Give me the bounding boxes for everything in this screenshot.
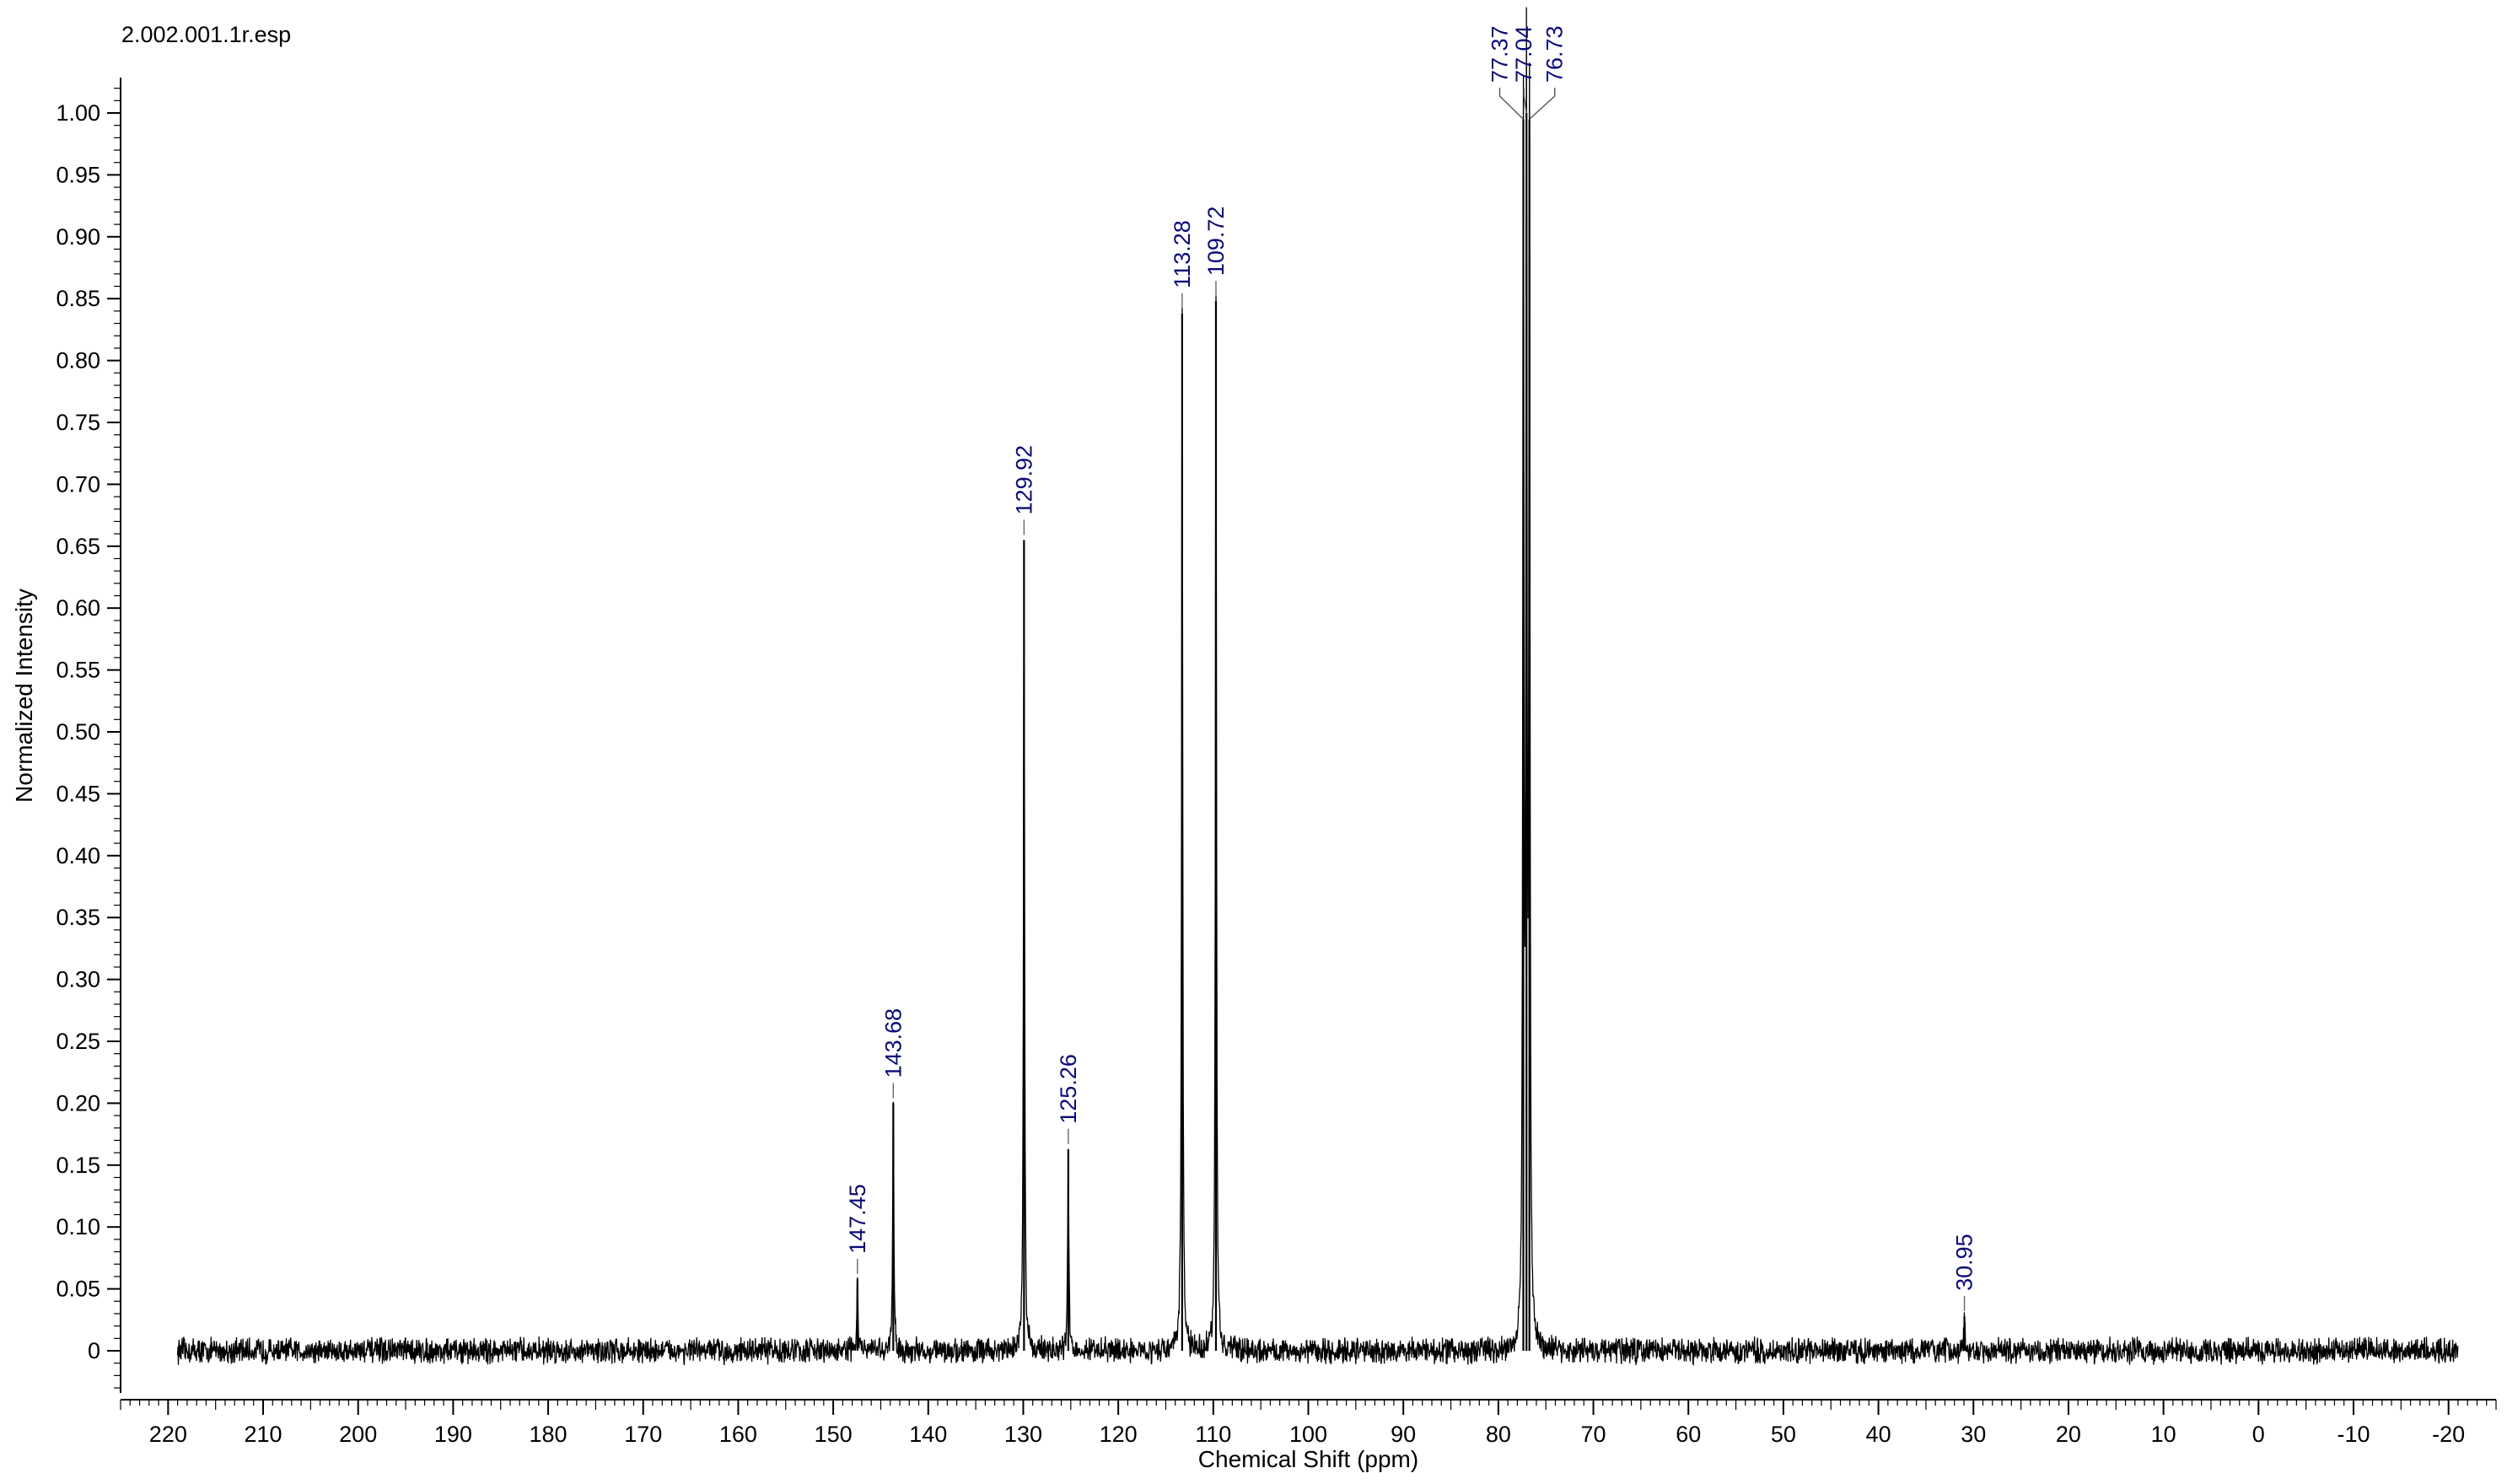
y-axis: 0 0.05 0.10 0.15 0.20 0.25 0.30 0.35 0.40 0.45 0.5… — [56, 78, 121, 1393]
y-tick-label: 0.50 — [56, 719, 100, 745]
peak-label: 77.37 — [1487, 25, 1512, 83]
peak-label: 109.72 — [1203, 207, 1229, 277]
x-tick-label: 90 — [1391, 1422, 1416, 1447]
y-tick-label: 0.60 — [56, 595, 100, 621]
x-tick-label: 220 — [149, 1422, 187, 1447]
y-tick-label: 0.70 — [56, 471, 100, 497]
file-title: 2.002.001.1r.esp — [121, 22, 291, 47]
peak-labels: 147.45 143.68 129.92 125.26 113.28 109.72 77.3… — [845, 25, 1977, 1311]
y-tick-label: 0.65 — [56, 534, 100, 559]
peak-label: 76.73 — [1542, 25, 1568, 83]
y-tick-label: 0.05 — [56, 1277, 100, 1302]
x-axis: 220 210 200 190 180 170 160 150 140 130 120 110 100 9… — [120, 1399, 2497, 1447]
x-tick-label: 140 — [909, 1422, 947, 1447]
x-tick-label: 30 — [1961, 1422, 1986, 1447]
y-tick-label: 0.80 — [56, 348, 100, 374]
x-tick-label: 200 — [339, 1422, 377, 1447]
x-tick-label: -10 — [2337, 1422, 2370, 1447]
spectrum-line — [176, 7, 2459, 1367]
peak-label: 113.28 — [1170, 220, 1195, 288]
x-tick-label: 10 — [2151, 1422, 2176, 1447]
spectrum-trace — [176, 7, 2459, 1367]
x-tick-label: 170 — [624, 1422, 662, 1447]
y-tick-label: 0.25 — [56, 1029, 100, 1054]
y-tick-label: 0.30 — [56, 967, 100, 992]
x-tick-label: 40 — [1866, 1422, 1891, 1447]
x-tick-label: 20 — [2056, 1422, 2081, 1447]
y-tick-label: 0.95 — [56, 162, 100, 187]
peak-label: 129.92 — [1011, 445, 1036, 515]
y-tick-label: 0.45 — [56, 781, 100, 806]
x-tick-label: 70 — [1581, 1422, 1606, 1447]
y-tick-label: 0.20 — [56, 1090, 100, 1116]
x-tick-label: 0 — [2252, 1422, 2265, 1447]
x-tick-label: 120 — [1100, 1422, 1138, 1447]
y-tick-label: 0.10 — [56, 1214, 100, 1239]
y-tick-label: 0.55 — [56, 658, 100, 683]
y-tick-label: 0.75 — [56, 410, 100, 435]
x-tick-label: 190 — [434, 1422, 472, 1447]
y-axis-title: Normalized Intensity — [11, 589, 37, 803]
y-tick-label: 0.85 — [56, 286, 100, 311]
x-tick-label: 110 — [1195, 1422, 1231, 1447]
x-tick-label: 160 — [719, 1422, 757, 1447]
peak-leader — [1523, 88, 1527, 114]
peak-label: 143.68 — [880, 1008, 906, 1078]
y-tick-label: 0.15 — [56, 1153, 100, 1178]
peak-label: 147.45 — [845, 1184, 870, 1254]
x-tick-label: 210 — [244, 1422, 282, 1447]
x-tick-label: 50 — [1771, 1422, 1796, 1447]
peak-leader — [1498, 88, 1524, 120]
x-tick-label: -20 — [2432, 1422, 2465, 1447]
x-axis-title: Chemical Shift (ppm) — [1198, 1446, 1418, 1472]
x-tick-label: 80 — [1486, 1422, 1511, 1447]
y-tick-label: 0.35 — [56, 905, 100, 930]
y-tick-label: 0.90 — [56, 224, 100, 250]
peak-leader — [1529, 88, 1556, 120]
x-tick-label: 60 — [1676, 1422, 1701, 1447]
y-tick-label: 1.00 — [56, 100, 100, 126]
x-tick-label: 180 — [530, 1422, 568, 1447]
y-tick-label: 0 — [88, 1338, 100, 1363]
x-tick-label: 150 — [815, 1422, 853, 1447]
peak-label: 125.26 — [1056, 1054, 1081, 1124]
peak-label: 77.04 — [1511, 25, 1536, 83]
peak-label: 30.95 — [1952, 1234, 1977, 1291]
x-tick-label: 100 — [1289, 1422, 1327, 1447]
x-tick-label: 130 — [1004, 1422, 1042, 1447]
y-tick-label: 0.40 — [56, 843, 100, 868]
